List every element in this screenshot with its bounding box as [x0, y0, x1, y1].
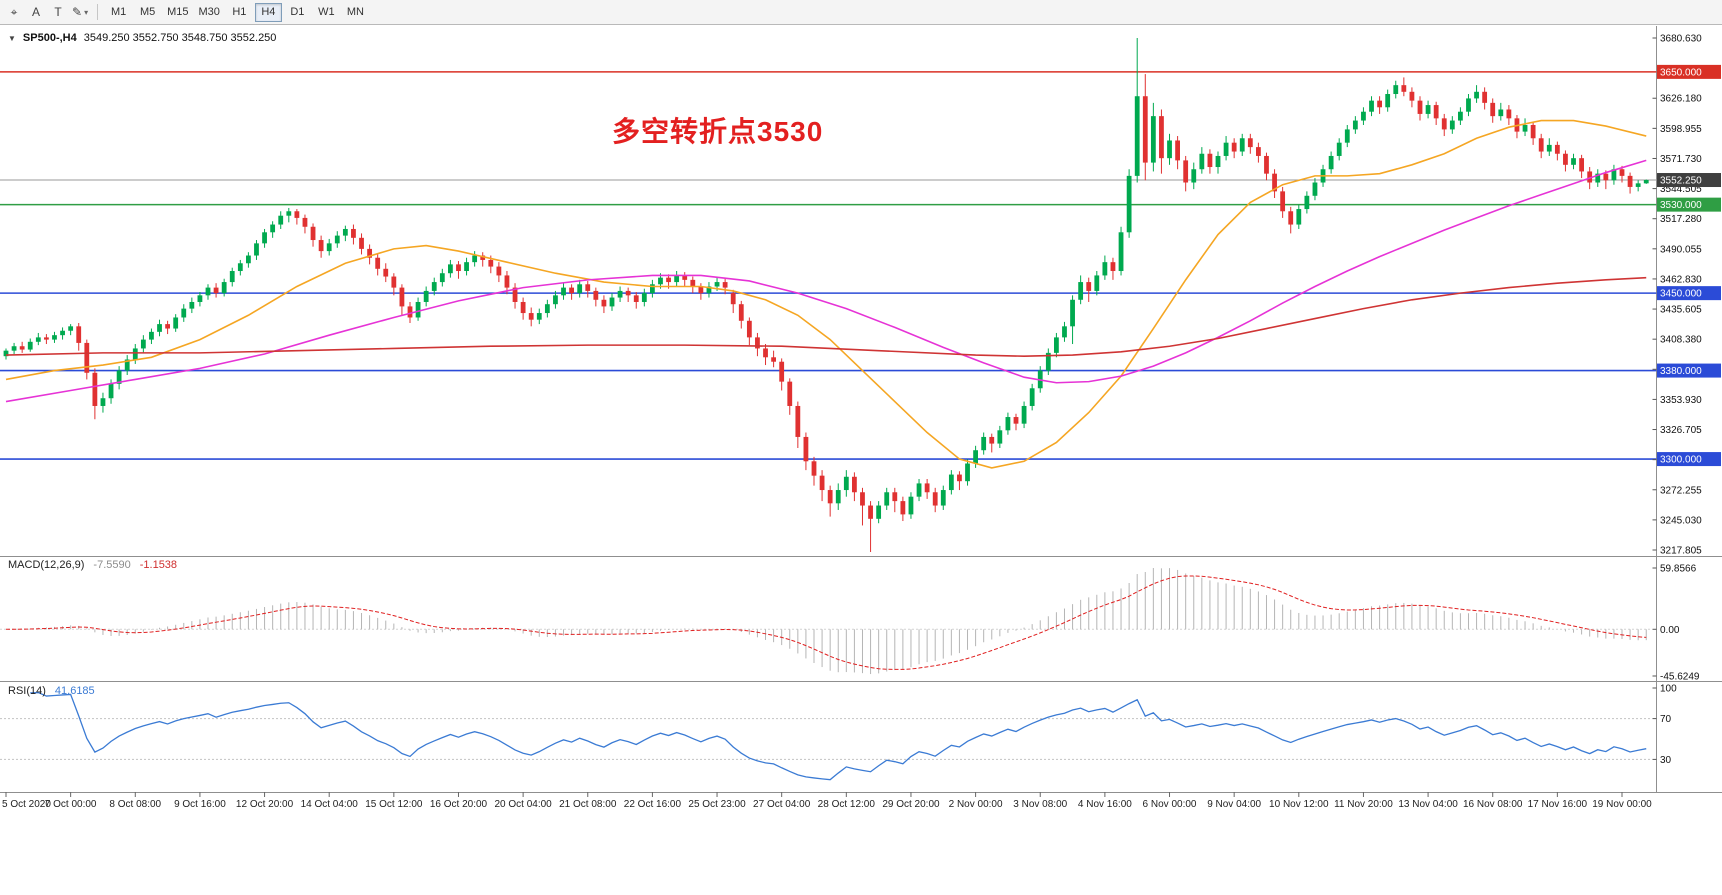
svg-text:30: 30 [1660, 755, 1672, 766]
pencil-icon: ✎ [72, 5, 83, 19]
svg-text:10 Nov 12:00: 10 Nov 12:00 [1269, 799, 1329, 810]
svg-text:3544.505: 3544.505 [1660, 184, 1702, 195]
svg-text:12 Oct 20:00: 12 Oct 20:00 [236, 799, 294, 810]
svg-text:5 Oct 2020: 5 Oct 2020 [2, 799, 51, 810]
svg-text:3626.180: 3626.180 [1660, 94, 1702, 105]
label-tool-icon[interactable]: T [47, 2, 69, 22]
svg-text:16 Oct 20:00: 16 Oct 20:00 [430, 799, 488, 810]
svg-text:29 Oct 20:00: 29 Oct 20:00 [882, 799, 940, 810]
svg-text:22 Oct 16:00: 22 Oct 16:00 [624, 799, 682, 810]
svg-text:8 Oct 08:00: 8 Oct 08:00 [109, 799, 161, 810]
svg-text:3650.000: 3650.000 [1660, 67, 1702, 78]
svg-text:59.8566: 59.8566 [1660, 564, 1697, 575]
svg-text:3326.705: 3326.705 [1660, 425, 1702, 436]
crosshair-icon[interactable]: ⌖ [3, 2, 25, 22]
svg-text:11 Nov 20:00: 11 Nov 20:00 [1334, 799, 1393, 810]
svg-text:4 Nov 16:00: 4 Nov 16:00 [1078, 799, 1132, 810]
timeframe-mn[interactable]: MN [342, 3, 369, 22]
svg-text:25 Oct 23:00: 25 Oct 23:00 [688, 799, 746, 810]
chart-area: 3680.630 3626.180 3598.955 3571.730 3544.505… [0, 26, 1722, 895]
svg-text:3552.250: 3552.250 [1660, 176, 1702, 187]
price-axis[interactable] [1657, 26, 1722, 792]
svg-text:3490.055: 3490.055 [1660, 244, 1702, 255]
toolbar-separator [97, 4, 99, 20]
svg-text:100: 100 [1660, 684, 1677, 695]
crosshair-glyph: ⌖ [10, 4, 18, 19]
timeframe-m1[interactable]: M1 [105, 3, 132, 22]
svg-text:0.00: 0.00 [1660, 625, 1680, 636]
svg-text:70: 70 [1660, 714, 1672, 725]
svg-text:3530.000: 3530.000 [1660, 200, 1702, 211]
svg-text:2 Nov 00:00: 2 Nov 00:00 [949, 799, 1003, 810]
svg-text:3598.955: 3598.955 [1660, 124, 1702, 135]
timeframe-h4[interactable]: H4 [254, 2, 282, 22]
svg-text:28 Oct 12:00: 28 Oct 12:00 [818, 799, 876, 810]
svg-text:3571.730: 3571.730 [1660, 154, 1702, 165]
drawing-tools-button[interactable]: ✎ ▾ [69, 2, 91, 22]
svg-text:3217.805: 3217.805 [1660, 546, 1702, 557]
svg-text:3517.280: 3517.280 [1660, 214, 1702, 225]
svg-text:9 Oct 16:00: 9 Oct 16:00 [174, 799, 226, 810]
svg-text:7 Oct 00:00: 7 Oct 00:00 [45, 799, 97, 810]
text-tool-icon[interactable]: A [25, 2, 47, 22]
svg-text:3272.255: 3272.255 [1660, 485, 1702, 496]
svg-text:13 Nov 04:00: 13 Nov 04:00 [1398, 799, 1458, 810]
timeframe-d1[interactable]: D1 [284, 3, 311, 22]
svg-text:19 Nov 00:00: 19 Nov 00:00 [1592, 799, 1652, 810]
chart-canvas[interactable]: 3680.630 3626.180 3598.955 3571.730 3544.505… [0, 26, 1722, 895]
svg-text:27 Oct 04:00: 27 Oct 04:00 [753, 799, 811, 810]
timeframe-h1[interactable]: H1 [226, 3, 253, 22]
timeframe-w1[interactable]: W1 [313, 3, 340, 22]
svg-text:-45.6249: -45.6249 [1660, 672, 1700, 683]
chevron-down-icon: ▾ [84, 7, 89, 17]
svg-text:3300.000: 3300.000 [1660, 455, 1702, 466]
svg-text:3408.380: 3408.380 [1660, 335, 1702, 346]
toolbar: ⌖ A T ✎ ▾ M1 M5 M15 M30 H1 H4 D1 W1 MN [0, 0, 1722, 25]
svg-text:3450.000: 3450.000 [1660, 289, 1702, 300]
svg-text:15 Oct 12:00: 15 Oct 12:00 [365, 799, 423, 810]
svg-text:3462.830: 3462.830 [1660, 274, 1702, 285]
svg-text:3 Nov 08:00: 3 Nov 08:00 [1013, 799, 1067, 810]
svg-text:21 Oct 08:00: 21 Oct 08:00 [559, 799, 617, 810]
panel-divider-macd[interactable] [0, 554, 1722, 558]
panel-divider-rsi[interactable] [0, 679, 1722, 683]
svg-text:3435.605: 3435.605 [1660, 305, 1702, 316]
svg-text:9 Nov 04:00: 9 Nov 04:00 [1207, 799, 1261, 810]
svg-text:17 Nov 16:00: 17 Nov 16:00 [1528, 799, 1588, 810]
text-tool-glyph: A [31, 5, 40, 19]
svg-text:20 Oct 04:00: 20 Oct 04:00 [494, 799, 552, 810]
timeframe-m15[interactable]: M15 [163, 3, 192, 22]
svg-text:3245.030: 3245.030 [1660, 515, 1702, 526]
svg-text:14 Oct 04:00: 14 Oct 04:00 [301, 799, 359, 810]
svg-text:3353.930: 3353.930 [1660, 395, 1702, 406]
label-tool-glyph: T [54, 5, 62, 19]
timeframe-m5[interactable]: M5 [134, 3, 161, 22]
svg-text:16 Nov 08:00: 16 Nov 08:00 [1463, 799, 1523, 810]
svg-text:6 Nov 00:00: 6 Nov 00:00 [1143, 799, 1197, 810]
svg-text:3380.000: 3380.000 [1660, 366, 1702, 377]
time-axis[interactable] [0, 792, 1652, 820]
svg-text:3680.630: 3680.630 [1660, 34, 1702, 45]
timeframe-m30[interactable]: M30 [194, 3, 223, 22]
